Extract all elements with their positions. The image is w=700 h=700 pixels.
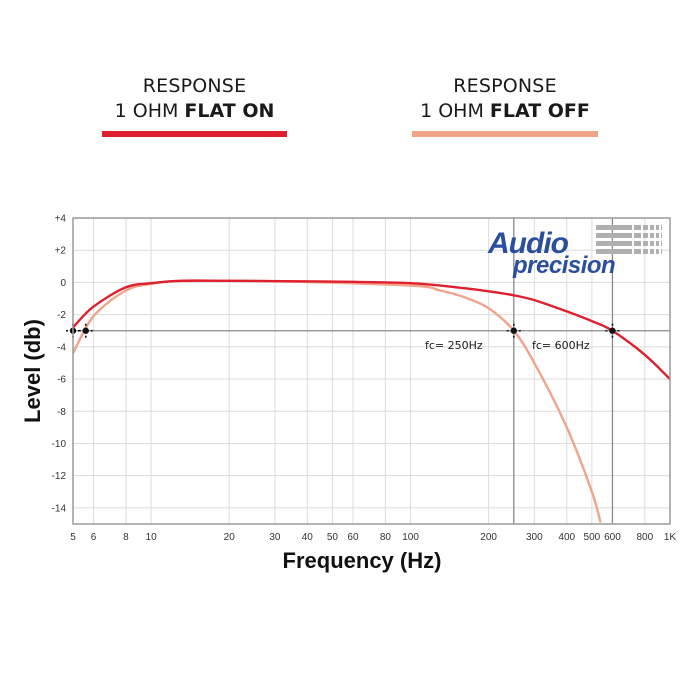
series-flat-off-line [71,279,602,523]
x-axis-title: Frequency (Hz) [283,548,442,573]
reference-lines [73,218,670,524]
x-tick-label: 5 [70,532,76,543]
legend-flat-on: RESPONSE 1 OHM FLAT ON [102,74,287,137]
cutoff-marker [78,323,93,338]
y-tick-label: +4 [55,214,67,225]
y-axis-title: Level (db) [20,319,45,423]
x-tick-label: 80 [380,532,392,543]
x-tick-label: 30 [269,532,281,543]
axis-ticks: 5 6 8 10 20 30 40 50 60 80 100 200 300 400 500 600 800 1K… [52,214,677,544]
y-tick-label: -10 [52,439,67,450]
logo-text-audio: Audio [487,227,569,260]
x-tick-label: 1K [664,532,677,543]
y-tick-label: -12 [52,471,67,482]
x-tick-label: 8 [123,532,129,543]
y-tick-label: -4 [57,342,66,353]
legend-flat-off-normal: 1 OHM [420,100,490,122]
y-tick-label: 0 [60,278,66,289]
x-tick-label: 800 [637,532,654,543]
audio-precision-logo: Audio precision [487,224,662,279]
legend-flat-off-line2: 1 OHM FLAT OFF [412,99,598,124]
x-tick-label: 300 [526,532,543,543]
x-tick-label: 10 [146,532,158,543]
x-tick-label: 100 [402,532,419,543]
legend-flat-on-line2: 1 OHM FLAT ON [102,99,287,124]
x-tick-label: 40 [302,532,314,543]
x-tick-label: 500 [584,532,601,543]
cutoff-marker [506,323,521,338]
legend-flat-on-line1: RESPONSE [142,75,247,97]
y-tick-label: +2 [55,246,67,257]
legend-flat-off: RESPONSE 1 OHM FLAT OFF [412,74,598,137]
x-tick-label: 60 [347,532,359,543]
fc-600-label: fc= 600Hz [532,339,590,352]
x-tick-label: 200 [480,532,497,543]
x-tick-label: 400 [558,532,575,543]
chart-series [71,279,671,523]
legend-flat-on-bold: FLAT ON [184,100,275,122]
legend-flat-off-line1: RESPONSE [453,75,557,97]
x-tick-label: 50 [327,532,339,543]
series-flat-on-line [72,279,671,380]
y-tick-label: -14 [52,503,67,514]
x-tick-label: 20 [224,532,236,543]
legend-flat-off-swatch [412,131,598,137]
legend-flat-on-swatch [102,131,287,137]
legend-flat-on-normal: 1 OHM [114,100,185,122]
cutoff-marker [605,323,620,338]
x-tick-label: 600 [604,532,621,543]
logo-text-precision: precision [512,252,615,279]
y-tick-label: -8 [57,407,66,418]
plot-frame [72,217,671,525]
legend-flat-off-bold: FLAT OFF [489,100,590,122]
fc-250-label: fc= 250Hz [425,339,483,352]
y-tick-label: -6 [57,375,66,386]
x-tick-label: 6 [91,532,97,543]
chart-grid [73,218,670,524]
y-tick-label: -2 [57,310,66,321]
